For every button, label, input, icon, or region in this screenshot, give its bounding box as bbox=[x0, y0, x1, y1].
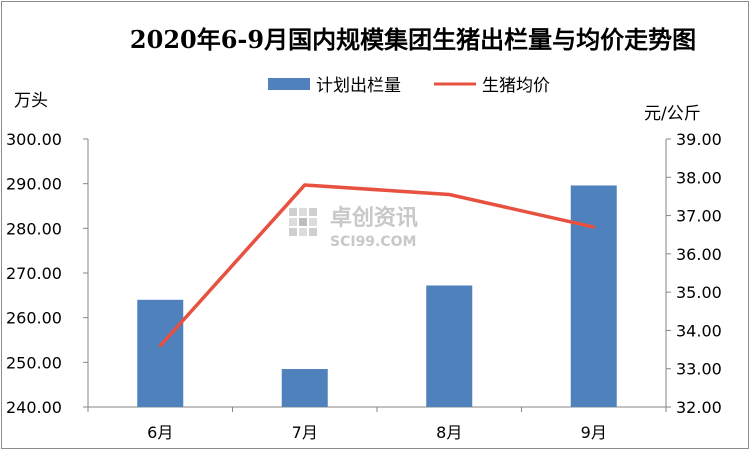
y-right-tick-label: 38.00 bbox=[676, 168, 722, 187]
line-point bbox=[447, 193, 451, 197]
price-line bbox=[158, 183, 595, 347]
y-left-tick-label: 260.00 bbox=[6, 309, 62, 328]
axes: 240.00 250.00 260.00 270.00 280.00 290.00 300.… bbox=[6, 130, 722, 442]
x-tick-label: 8月 bbox=[436, 423, 462, 442]
legend-label-line: 生猪均价 bbox=[482, 76, 550, 96]
y-left-tick-label: 240.00 bbox=[6, 398, 62, 417]
legend-label-bar: 计划出栏量 bbox=[316, 76, 401, 96]
watermark-logo-icon bbox=[289, 208, 317, 236]
line-series bbox=[158, 183, 596, 348]
y-left-tick-label: 280.00 bbox=[6, 219, 62, 238]
y-left-tick-label: 290.00 bbox=[6, 175, 62, 194]
watermark-en: SCI99.COM bbox=[330, 234, 416, 250]
y-right-tick-label: 33.00 bbox=[676, 360, 722, 379]
x-tick-label: 7月 bbox=[292, 423, 318, 442]
y-left-unit: 万头 bbox=[14, 91, 48, 111]
bar bbox=[281, 369, 328, 407]
legend: 计划出栏量 生猪均价 bbox=[268, 76, 550, 96]
y-right-tick-label: 35.00 bbox=[676, 283, 722, 302]
x-tick-label: 9月 bbox=[581, 423, 607, 442]
line-point bbox=[592, 225, 596, 229]
y-left-tick-label: 300.00 bbox=[6, 130, 62, 149]
line-point bbox=[303, 183, 307, 187]
bar bbox=[137, 299, 184, 407]
watermark: 卓创资讯 SCI99.COM bbox=[289, 206, 418, 250]
y-right-tick-label: 39.00 bbox=[676, 130, 722, 149]
y-right-tick-label: 37.00 bbox=[676, 207, 722, 226]
y-left-tick-label: 250.00 bbox=[6, 353, 62, 372]
y-left-tick-label: 270.00 bbox=[6, 264, 62, 283]
y-right-tick-label: 32.00 bbox=[676, 398, 722, 417]
y-right-tick-label: 36.00 bbox=[676, 245, 722, 264]
chart-title: 2020年6-9月国内规模集团生猪出栏量与均价走势图 bbox=[130, 25, 696, 54]
watermark-cn: 卓创资讯 bbox=[330, 206, 418, 231]
y-right-unit: 元/公斤 bbox=[644, 104, 701, 124]
line-point bbox=[158, 344, 162, 348]
bar bbox=[570, 185, 617, 407]
x-tick-label: 6月 bbox=[147, 423, 173, 442]
y-right-tick-label: 34.00 bbox=[676, 321, 722, 340]
bar bbox=[426, 285, 473, 407]
legend-swatch-bar bbox=[268, 78, 310, 90]
